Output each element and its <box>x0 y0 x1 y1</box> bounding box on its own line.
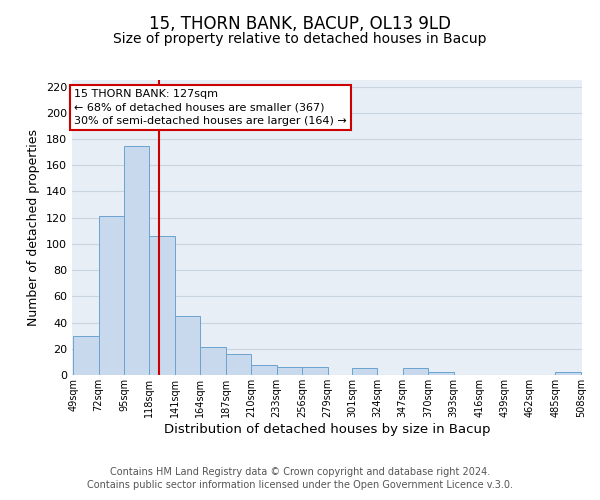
Bar <box>428 372 454 375</box>
Text: Size of property relative to detached houses in Bacup: Size of property relative to detached ho… <box>113 32 487 46</box>
Bar <box>124 146 149 375</box>
Bar <box>175 316 200 375</box>
Y-axis label: Number of detached properties: Number of detached properties <box>28 129 40 326</box>
Text: Contains HM Land Registry data © Crown copyright and database right 2024.
Contai: Contains HM Land Registry data © Crown c… <box>87 467 513 490</box>
X-axis label: Distribution of detached houses by size in Bacup: Distribution of detached houses by size … <box>164 422 490 436</box>
Bar <box>98 216 124 375</box>
Bar <box>73 336 98 375</box>
Bar <box>149 236 175 375</box>
Bar <box>352 368 377 375</box>
Bar <box>403 368 428 375</box>
Text: 15 THORN BANK: 127sqm
← 68% of detached houses are smaller (367)
30% of semi-det: 15 THORN BANK: 127sqm ← 68% of detached … <box>74 89 347 126</box>
Text: 15, THORN BANK, BACUP, OL13 9LD: 15, THORN BANK, BACUP, OL13 9LD <box>149 15 451 33</box>
Bar <box>302 367 328 375</box>
Bar <box>277 367 302 375</box>
Bar <box>226 354 251 375</box>
Bar <box>556 372 581 375</box>
Bar <box>251 364 277 375</box>
Bar <box>200 348 226 375</box>
